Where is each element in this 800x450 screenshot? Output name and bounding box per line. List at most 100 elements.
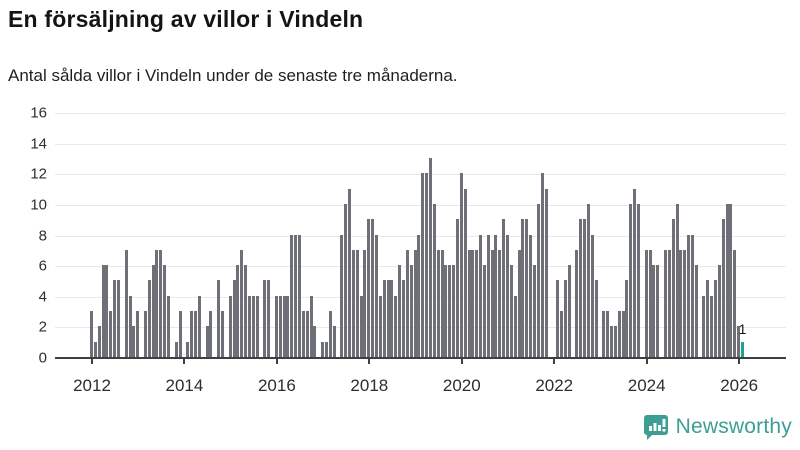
bar — [263, 280, 267, 357]
bar — [602, 311, 606, 357]
bar — [382, 280, 386, 357]
bar — [390, 280, 394, 357]
bar — [675, 203, 679, 357]
bar — [575, 249, 579, 357]
bar — [398, 265, 402, 357]
bar — [109, 311, 113, 357]
bar — [143, 311, 147, 357]
bar — [733, 249, 737, 357]
bar — [159, 249, 163, 357]
newsworthy-logo-icon — [643, 414, 669, 441]
bar — [386, 280, 390, 357]
bar — [367, 219, 371, 357]
bar — [648, 249, 652, 357]
bar — [621, 311, 625, 357]
bar — [290, 234, 294, 357]
bar — [509, 265, 513, 357]
bar — [490, 249, 494, 357]
bar — [313, 326, 317, 357]
x-axis-tick-mark — [183, 358, 186, 364]
bar — [174, 341, 178, 357]
x-axis-tick-mark — [91, 358, 93, 364]
bar — [286, 295, 290, 357]
bar — [136, 311, 140, 357]
bar — [113, 280, 117, 357]
gridline — [55, 113, 786, 114]
bar — [294, 234, 298, 357]
bar — [413, 249, 417, 357]
bar — [217, 280, 221, 357]
bar — [679, 249, 683, 357]
gridline — [55, 266, 786, 268]
gridline — [55, 204, 786, 206]
bar — [428, 157, 432, 357]
bar — [471, 249, 475, 357]
bar — [251, 295, 255, 357]
bar — [167, 295, 171, 357]
bar — [282, 295, 286, 357]
bar — [610, 326, 614, 357]
bar — [124, 249, 128, 357]
bar — [132, 326, 136, 357]
y-axis-tick-label: 2 — [38, 318, 47, 336]
bar — [405, 249, 409, 357]
bar — [278, 295, 282, 357]
gridline — [55, 174, 786, 176]
bar — [606, 311, 610, 357]
bar — [710, 295, 714, 357]
bar — [190, 311, 194, 357]
bar — [652, 265, 656, 357]
bar — [436, 249, 440, 357]
bar — [544, 188, 548, 357]
bar — [363, 249, 367, 357]
bar — [717, 265, 721, 357]
y-axis-tick-label: 12 — [30, 165, 47, 183]
bar — [432, 203, 436, 357]
bar — [559, 311, 563, 357]
bar — [586, 203, 590, 357]
gridline — [55, 327, 786, 329]
bar — [563, 280, 567, 357]
bar — [220, 311, 224, 357]
bar — [101, 265, 105, 357]
bar — [155, 249, 159, 357]
bar — [409, 265, 413, 357]
y-axis-labels: 0 2 4 6 8 10 12 14 16 — [0, 105, 47, 367]
bar — [348, 188, 352, 357]
bar — [116, 280, 120, 357]
bar — [667, 249, 671, 357]
bar — [671, 219, 675, 357]
bar — [378, 295, 382, 357]
gridline — [55, 296, 786, 298]
bar — [371, 219, 375, 357]
bar — [729, 203, 733, 357]
y-axis-tick-label: 4 — [38, 288, 47, 306]
x-axis-tick-label: 2026 — [720, 376, 759, 395]
bar — [194, 311, 197, 357]
bar — [633, 188, 637, 357]
y-axis-tick-label: 0 — [38, 349, 47, 367]
bar — [594, 280, 598, 357]
bar — [128, 295, 132, 357]
bar — [613, 326, 617, 357]
bar — [298, 234, 301, 357]
bar — [721, 219, 725, 357]
bar — [186, 341, 190, 357]
x-axis-tick-label: 2022 — [535, 376, 574, 395]
last-value-label: 1 — [738, 320, 747, 337]
bar — [244, 265, 248, 357]
bar — [452, 265, 456, 357]
bar — [536, 203, 540, 357]
bar — [332, 326, 336, 357]
bar — [267, 280, 271, 357]
bar — [440, 249, 444, 357]
bar — [247, 295, 251, 357]
bar — [459, 173, 463, 357]
bar — [90, 311, 93, 357]
bar — [355, 249, 359, 357]
bar — [417, 234, 421, 357]
bar — [425, 173, 429, 357]
bar — [467, 249, 471, 357]
page-title: En försäljning av villor i Vindeln — [8, 6, 364, 32]
bar — [375, 234, 379, 357]
